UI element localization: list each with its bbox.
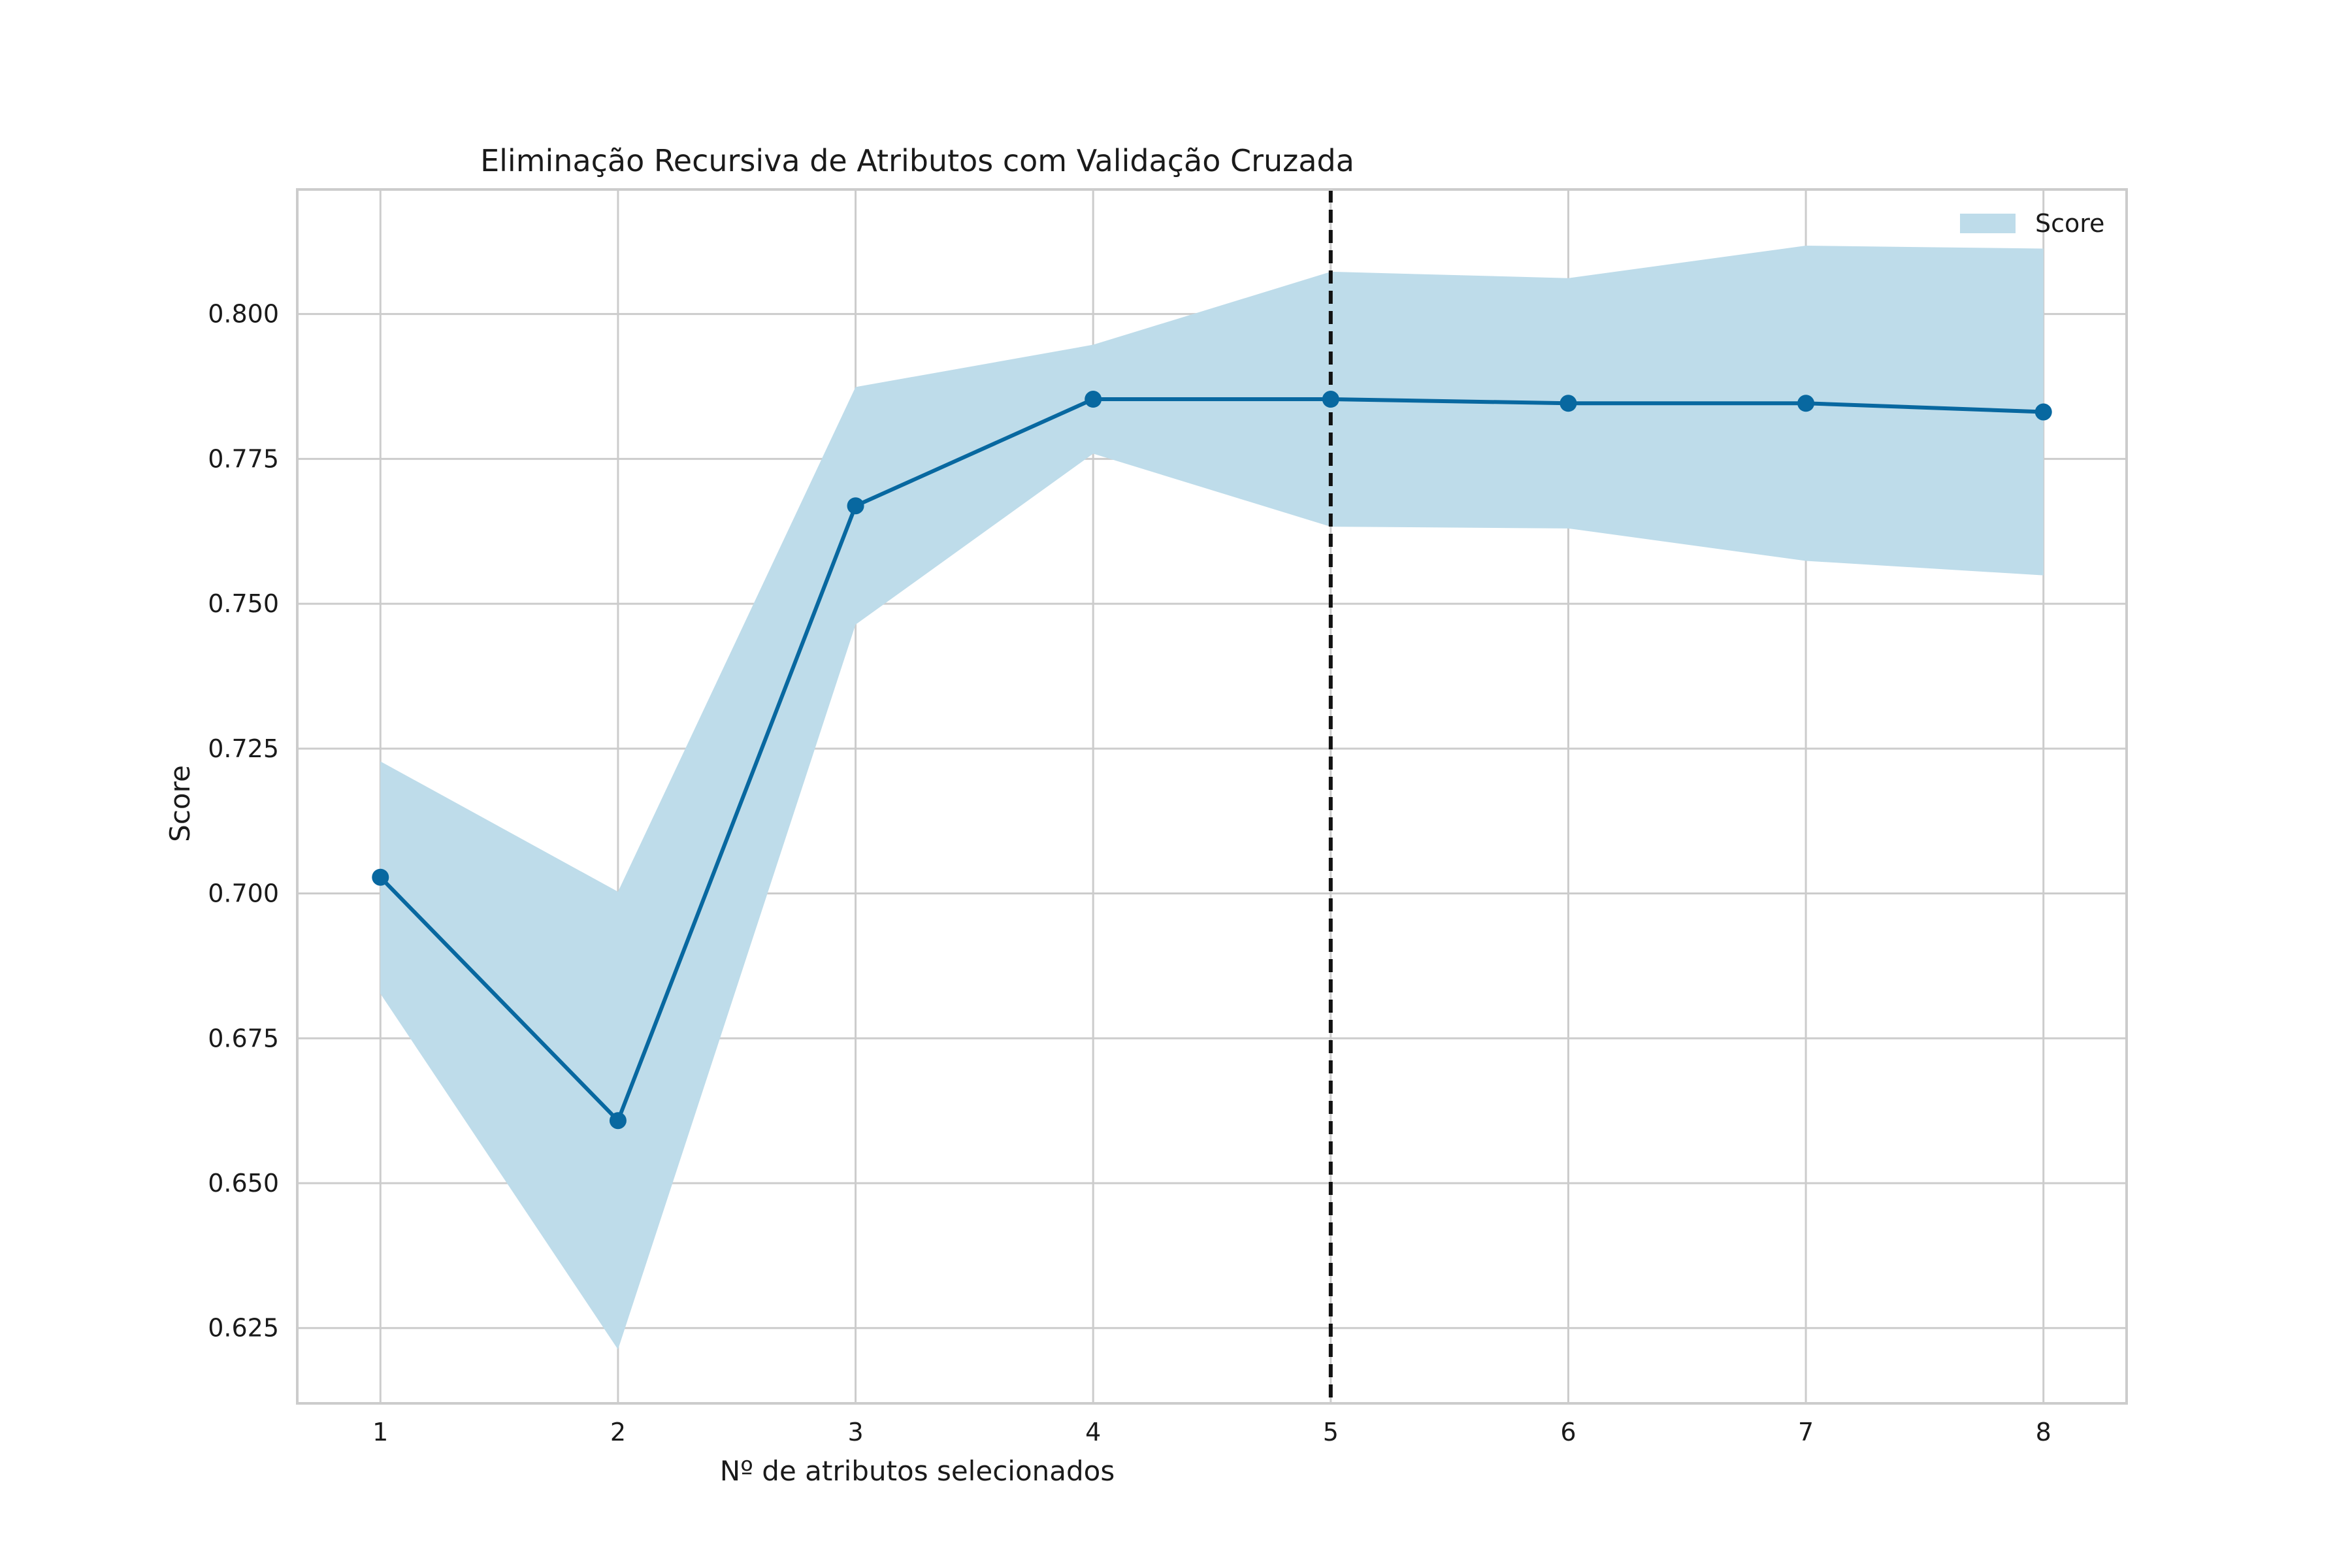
y-tick-label: 0.800 — [208, 300, 279, 329]
score-line — [379, 397, 2044, 1123]
x-tick-label: 2 — [610, 1418, 626, 1446]
y-axis-label: Score — [164, 765, 196, 842]
legend: Score — [1960, 209, 2104, 238]
x-tick-label: 6 — [1560, 1418, 1576, 1446]
y-tick-label: 0.700 — [208, 879, 279, 908]
y-tick-label: 0.650 — [208, 1169, 279, 1198]
score-point — [372, 868, 389, 886]
legend-label: Score — [2035, 209, 2104, 238]
x-tick-label: 3 — [847, 1418, 863, 1446]
y-tick-label: 0.775 — [208, 444, 279, 473]
x-tick-label: 4 — [1085, 1418, 1101, 1446]
score-point — [1560, 395, 1577, 412]
score-point — [2034, 403, 2052, 421]
x-tick-label: 7 — [1798, 1418, 1814, 1446]
plot-frame — [296, 188, 2128, 1405]
x-axis-label: Nº de atributos selecionados — [720, 1455, 1115, 1487]
tick-layer: 1 2 3 4 5 6 7 8 0.625 0.650 0.675 0.700 0.725 0.750 0.… — [208, 300, 2051, 1446]
x-tick-label: 5 — [1323, 1418, 1339, 1446]
y-tick-label: 0.625 — [208, 1314, 279, 1343]
score-point — [847, 497, 864, 515]
y-tick-label: 0.675 — [208, 1024, 279, 1053]
score-band — [380, 246, 2044, 1350]
score-point — [1085, 391, 1102, 408]
x-tick-label: 1 — [372, 1418, 388, 1446]
marker-layer — [372, 391, 2052, 1130]
line-layer — [379, 189, 2044, 1403]
score-point — [1797, 395, 1815, 412]
x-tick-label: 8 — [2036, 1418, 2051, 1446]
y-tick-label: 0.750 — [208, 589, 279, 618]
band-layer — [380, 246, 2044, 1350]
frame-layer — [296, 188, 2128, 1405]
chart-title: Eliminação Recursiva de Atributos com Va… — [480, 143, 1354, 178]
score-point — [1322, 391, 1339, 408]
y-tick-label: 0.725 — [208, 734, 279, 763]
legend-swatch — [1960, 214, 2016, 233]
score-point — [609, 1112, 627, 1130]
